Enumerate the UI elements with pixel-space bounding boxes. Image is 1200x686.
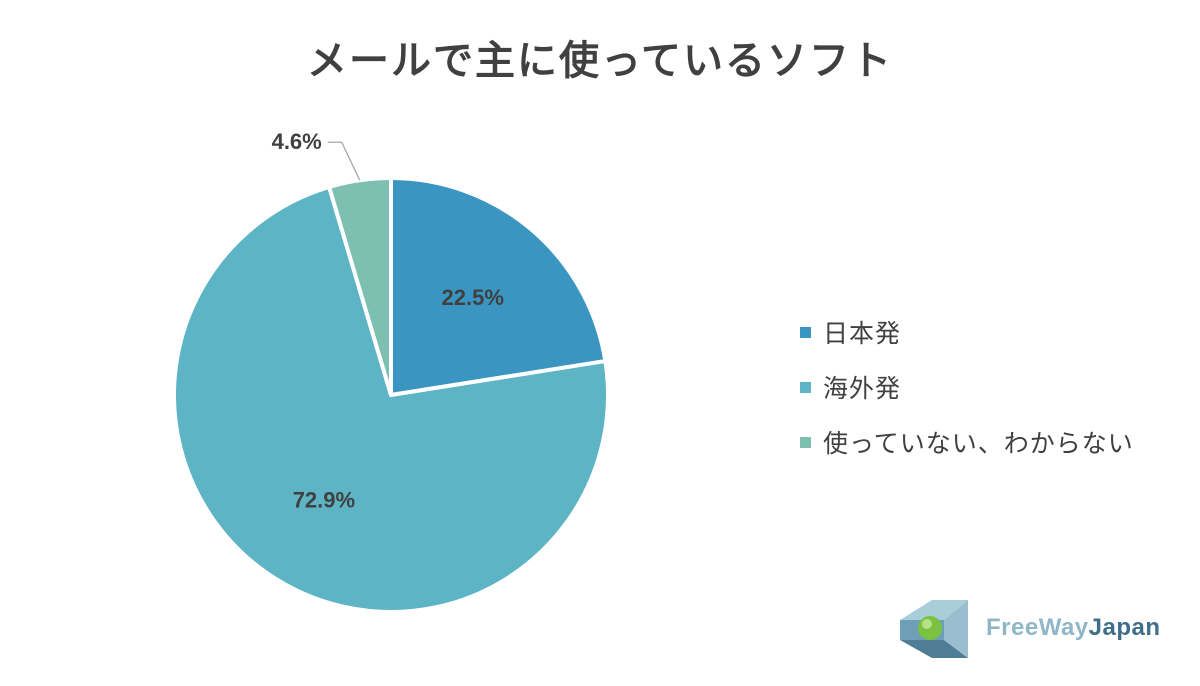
legend-label-overseas: 海外発 (823, 374, 902, 403)
logo-text-japan: Japan (1088, 614, 1161, 641)
legend-swatch-japan (800, 326, 811, 338)
data-label-japan: 22.5% (442, 285, 504, 310)
legend-swatch-none (800, 436, 811, 448)
legend-label-japan: 日本発 (823, 319, 902, 348)
chart-title: メールで主に使っているソフト (307, 38, 893, 84)
pie-slice-overseas (172, 185, 610, 614)
logo-text-freeway: FreeWay (986, 614, 1089, 641)
legend-item-overseas: 海外発 (800, 373, 1134, 403)
legend-swatch-overseas (800, 381, 811, 393)
freewayjapan-logo: FreeWayJapan (894, 596, 1160, 660)
pie-slice-japan (389, 176, 608, 397)
data-label-none: 4.6% (272, 129, 322, 154)
legend-item-japan: 日本発 (800, 318, 1134, 348)
leader-line-none (327, 141, 361, 181)
data-label-overseas: 72.9% (293, 487, 355, 512)
legend-item-none: 使っていない、わからない (800, 428, 1134, 458)
legend: 日本発 海外発 使っていない、わからない (800, 318, 1134, 483)
logo-text: FreeWayJapan (986, 614, 1161, 642)
logo-mark-icon (900, 600, 968, 658)
pie-slice-none (327, 176, 393, 397)
legend-label-none: 使っていない、わからない (823, 429, 1134, 458)
